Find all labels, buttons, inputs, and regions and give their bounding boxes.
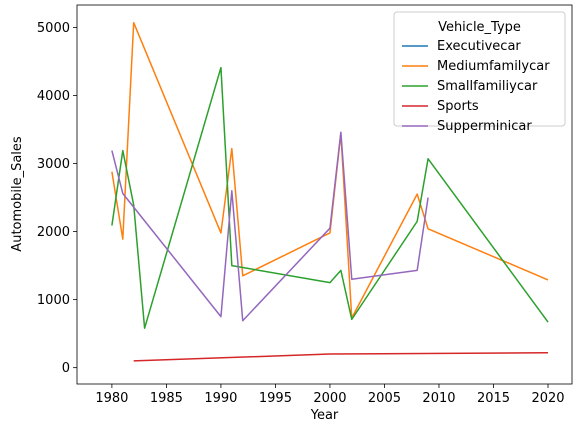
y-tick-label: 0 xyxy=(62,361,70,376)
y-tick-label: 5000 xyxy=(37,21,70,36)
y-tick-label: 2000 xyxy=(37,225,70,240)
legend-items: Executivecar Mediumfamilycar Smallfamiliyc… xyxy=(402,39,550,134)
x-tick-label: 2015 xyxy=(477,391,510,406)
y-tick-label: 4000 xyxy=(37,89,70,104)
x-tick-label: 1985 xyxy=(150,391,183,406)
x-tick-label: 2005 xyxy=(368,391,401,406)
y-axis-ticks: 0 1000 2000 3000 4000 5000 xyxy=(37,21,77,376)
y-tick-label: 3000 xyxy=(37,157,70,172)
legend: Vehicle_Type Executivecar Mediumfamilycar… xyxy=(393,11,566,134)
y-tick-label: 1000 xyxy=(37,293,70,308)
series-line-mediumfamilycar xyxy=(111,21,549,319)
legend-label-sports: Sports xyxy=(437,99,479,114)
legend-label-supperminicar: Supperminicar xyxy=(437,119,532,134)
series-line-sports xyxy=(133,351,549,362)
legend-label-mediumfamilycar: Mediumfamilycar xyxy=(437,59,550,74)
x-axis-label: Year xyxy=(310,408,339,423)
legend-box xyxy=(393,11,566,127)
x-tick-label: 2020 xyxy=(531,391,564,406)
series-layer xyxy=(111,21,549,362)
legend-label-smallfamiliycar: Smallfamiliycar xyxy=(437,79,538,94)
x-tick-label: 1990 xyxy=(204,391,237,406)
y-axis-label: Automobile_Sales xyxy=(10,136,25,252)
legend-title: Vehicle_Type xyxy=(438,20,521,35)
series-line-smallfamiliycar xyxy=(111,66,549,329)
x-tick-label: 2000 xyxy=(313,391,346,406)
x-tick-label: 2010 xyxy=(422,391,455,406)
x-tick-label: 1995 xyxy=(259,391,292,406)
x-tick-label: 1980 xyxy=(95,391,128,406)
legend-label-executivecar: Executivecar xyxy=(437,39,521,54)
x-axis-ticks: 1980 1985 1990 1995 2000 2005 2010 2015 2020 xyxy=(95,384,565,406)
plot-frame xyxy=(76,4,573,385)
series-line-supperminicar xyxy=(111,131,429,322)
